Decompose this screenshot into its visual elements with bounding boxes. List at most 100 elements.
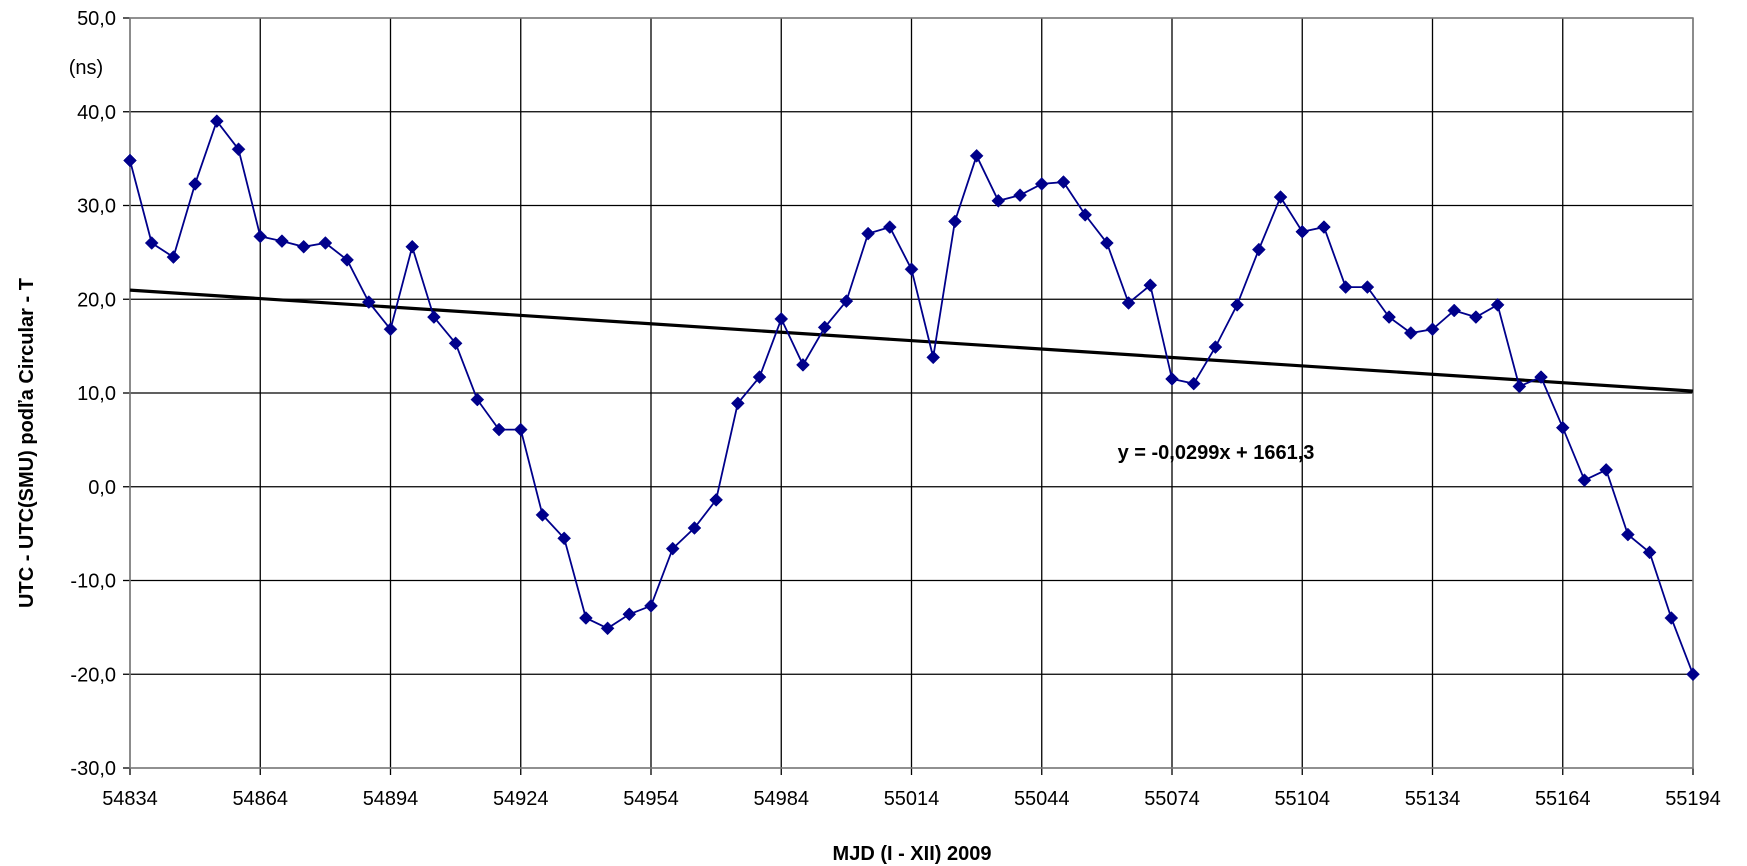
data-point	[535, 508, 550, 522]
x-axis-title: MJD (I - XII) 2009	[833, 843, 992, 865]
data-point	[796, 358, 810, 372]
x-tick-label: 55044	[1014, 788, 1070, 810]
data-point	[969, 148, 984, 163]
data-point	[1251, 242, 1266, 257]
data-point	[1577, 473, 1592, 488]
data-point	[926, 350, 941, 365]
plot-area-border	[129, 17, 1694, 769]
data-point	[1642, 545, 1657, 560]
data-point	[1599, 463, 1614, 477]
x-tick-label: 54834	[102, 788, 158, 810]
data-point	[882, 220, 897, 234]
data-point	[665, 541, 680, 556]
data-point	[166, 250, 181, 264]
data-point	[839, 294, 854, 308]
data-point	[817, 320, 832, 335]
data-point	[427, 310, 441, 324]
data-point	[361, 295, 376, 309]
data-point	[492, 422, 506, 437]
data-point	[1100, 236, 1114, 250]
grid	[129, 17, 1694, 769]
x-tick-label: 55164	[1535, 788, 1591, 810]
data-point	[1534, 370, 1548, 384]
data-point	[1165, 372, 1179, 386]
data-point	[1013, 188, 1027, 203]
data-point	[1664, 611, 1679, 625]
data-point	[1403, 326, 1418, 340]
data-point	[188, 177, 202, 191]
data-point	[1317, 220, 1331, 234]
trendline-line	[129, 288, 1694, 393]
x-tick-label: 55194	[1665, 788, 1721, 810]
data-point	[644, 598, 658, 613]
y-axis-ticks: -30,0 -20,0 -10,0 0,0 10,0 20,0 30,0 40,0 50,0	[70, 8, 130, 780]
data-point	[209, 114, 224, 128]
data-point	[1382, 310, 1396, 324]
trendline	[129, 288, 1694, 393]
y-tick-label: -20,0	[70, 664, 116, 686]
x-tick-label: 54954	[623, 788, 679, 810]
data-point	[1360, 280, 1375, 294]
data-point	[579, 611, 593, 625]
data-point	[1143, 278, 1158, 293]
data-point	[1230, 298, 1244, 312]
data-point	[513, 422, 528, 437]
y-tick-label: 20,0	[77, 289, 116, 311]
data-point	[1512, 379, 1527, 394]
data-point	[948, 214, 962, 229]
data-point	[1425, 322, 1440, 337]
y-tick-label: -10,0	[70, 571, 116, 593]
data-point	[774, 312, 789, 326]
y-tick-label: -30,0	[70, 758, 116, 780]
data-point	[1056, 175, 1071, 189]
data-point	[730, 396, 745, 411]
y-axis-title: UTC - UTC(SMU) podľa Circular - T	[16, 278, 38, 608]
x-tick-label: 54894	[363, 788, 419, 810]
y-tick-label: 40,0	[77, 102, 116, 124]
data-point	[709, 493, 723, 507]
data-point	[231, 142, 246, 157]
data-point	[1034, 177, 1049, 191]
data-point	[275, 234, 289, 248]
data-point	[861, 226, 875, 241]
y-tick-label: 0,0	[88, 477, 116, 499]
data-point	[1338, 280, 1353, 294]
data-point	[1469, 310, 1483, 324]
data-point	[318, 236, 333, 250]
data-point	[123, 153, 137, 168]
trendline-equation: y = -0,0299x + 1661,3	[1118, 442, 1315, 464]
x-tick-label: 54864	[232, 788, 288, 810]
data-point	[470, 392, 485, 407]
data-point	[1121, 296, 1136, 310]
data-series	[123, 114, 1700, 682]
data-point	[904, 262, 919, 277]
data-point	[1490, 298, 1505, 312]
data-point	[1078, 208, 1093, 222]
data-point	[752, 370, 767, 384]
x-tick-label: 55104	[1274, 788, 1330, 810]
data-point	[1208, 340, 1223, 354]
x-tick-label: 55074	[1144, 788, 1200, 810]
data-point	[1295, 224, 1310, 239]
data-point	[296, 239, 311, 254]
data-point	[1621, 527, 1635, 542]
data-point	[1186, 376, 1201, 391]
data-point	[1555, 420, 1570, 435]
data-point	[253, 229, 268, 244]
data-point	[405, 239, 420, 254]
data-point	[144, 236, 159, 250]
data-point	[991, 193, 1006, 208]
data-point	[448, 336, 463, 351]
x-tick-label: 55014	[884, 788, 940, 810]
y-unit-label: (ns)	[69, 57, 103, 79]
data-point	[622, 607, 637, 622]
data-point	[1447, 303, 1462, 318]
data-point	[600, 621, 615, 636]
x-tick-label: 54924	[493, 788, 549, 810]
x-tick-label: 55134	[1405, 788, 1461, 810]
data-point	[557, 531, 572, 546]
x-axis-ticks: 54834 54864 54894 54924 54954 54984 55014 55044…	[102, 768, 1721, 810]
y-tick-label: 30,0	[77, 196, 116, 218]
